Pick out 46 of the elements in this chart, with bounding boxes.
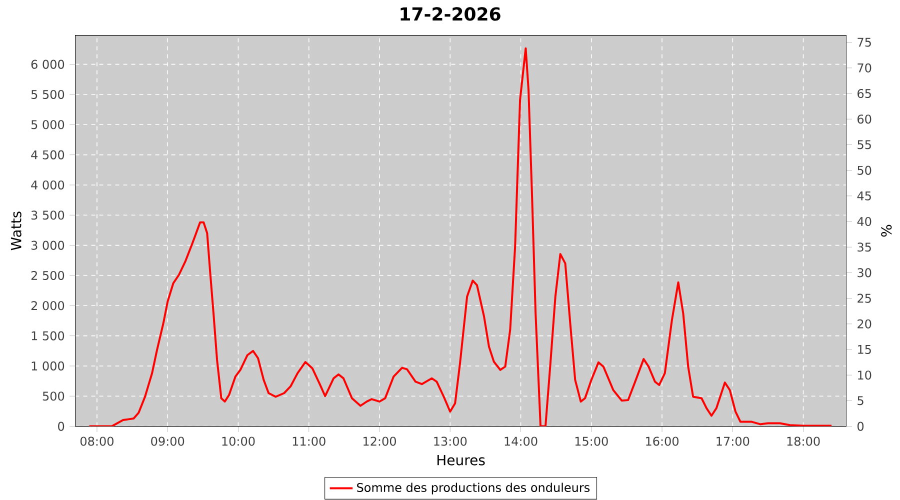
x-tick-label: 11:00 [292,436,326,446]
y2-tick-label: 65 [858,88,871,98]
y-axis-title: Watts [10,212,22,250]
y2-tick-label: 50 [858,166,872,175]
y2-tick-label: 25 [858,294,871,303]
y-tick-label: 6 000 [31,60,64,69]
x-tick-label: 13:00 [434,436,467,446]
y2-tick-label: 75 [858,38,871,47]
y2-tick-label: 40 [857,216,872,226]
chart-title: 17-2-2026 [400,7,500,21]
x-tick-label: 14:00 [504,436,538,446]
y-tick-label: 1 500 [32,331,64,340]
y-tick-label: 4 000 [31,180,64,190]
y2-tick-label: 5 [858,396,864,406]
y-tick-label: 5 000 [31,120,64,130]
y2-tick-label: 35 [858,242,871,252]
y-tick-label: 3 500 [31,210,64,220]
x-tick-label: 17:00 [716,436,750,446]
x-axis-title: Heures [437,454,485,466]
y-tick-label: 4 500 [31,150,64,160]
y2-tick-label: 60 [858,114,872,124]
x-tick-label: 16:00 [646,436,679,446]
y-tick-label: 0 [58,422,64,431]
y2-tick-label: 55 [858,140,871,150]
x-tick-label: 09:00 [151,436,184,446]
y2-axis-title: % [881,224,892,237]
y2-tick-label: 10 [858,370,872,380]
y-tick-label: 500 [42,392,64,401]
x-tick-label: 08:00 [80,436,114,446]
y2-tick-label: 45 [857,191,871,200]
y-tick-label: 2 000 [31,301,64,310]
y-tick-label: 5 500 [31,90,64,100]
legend-label: Somme des productions des onduleurs [357,482,590,494]
y-tick-label: 2 500 [31,270,64,280]
y2-tick-label: 70 [858,63,872,72]
y2-tick-label: 20 [858,319,872,328]
line-series [88,47,833,426]
y-tick-label: 3 000 [31,240,64,250]
x-tick-label: 12:00 [364,436,396,446]
y2-tick-label: 0 [858,422,864,431]
x-tick-label: 18:00 [787,436,820,446]
x-tick-label: 10:00 [222,436,255,446]
y-tick-label: 1 000 [32,361,64,371]
y2-tick-label: 15 [858,345,871,354]
x-tick-label: 15:00 [575,436,608,446]
y2-tick-label: 30 [858,268,872,278]
